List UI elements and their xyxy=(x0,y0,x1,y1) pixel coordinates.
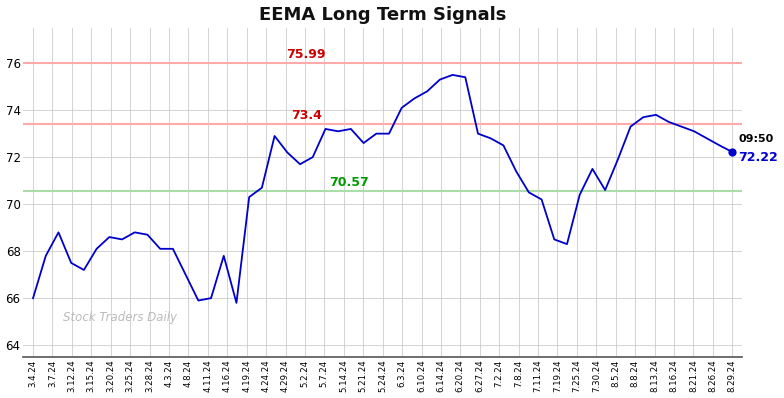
Text: 72.22: 72.22 xyxy=(738,151,778,164)
Text: 73.4: 73.4 xyxy=(291,109,321,122)
Text: 09:50: 09:50 xyxy=(738,134,773,144)
Text: 75.99: 75.99 xyxy=(286,49,326,62)
Text: Stock Traders Daily: Stock Traders Daily xyxy=(63,311,177,324)
Title: EEMA Long Term Signals: EEMA Long Term Signals xyxy=(259,6,506,23)
Text: 70.57: 70.57 xyxy=(329,176,369,189)
Point xyxy=(726,149,739,155)
